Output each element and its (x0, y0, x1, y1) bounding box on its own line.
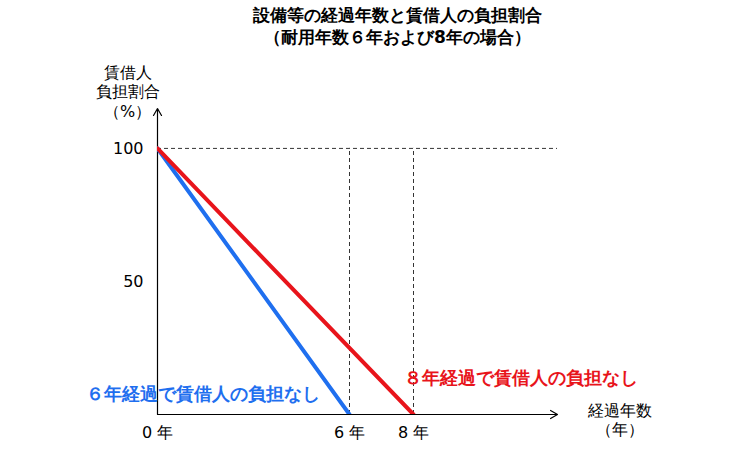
svg-text:50: 50 (123, 272, 143, 291)
svg-text:0 年: 0 年 (142, 423, 173, 442)
svg-text:6 年: 6 年 (334, 423, 365, 442)
svg-text:100: 100 (113, 139, 144, 158)
svg-text:８年経過で賃借人の負担なし: ８年経過で賃借人の負担なし (404, 367, 638, 388)
svg-text:経過年数（年）: 経過年数（年） (587, 401, 652, 439)
html-text:（耐用年数６年および8年の場合）: （耐用年数６年および8年の場合） (264, 27, 531, 47)
svg-text:６年経過で賃借人の負担なし: ６年経過で賃借人の負担なし (86, 383, 320, 404)
html-text:設備等の経過年数と賃借人の負担割合: 設備等の経過年数と賃借人の負担割合 (253, 5, 542, 25)
svg-text:8 年: 8 年 (398, 423, 429, 442)
svg-text:賃借人負担割合（%）: 賃借人負担割合（%） (96, 63, 160, 120)
